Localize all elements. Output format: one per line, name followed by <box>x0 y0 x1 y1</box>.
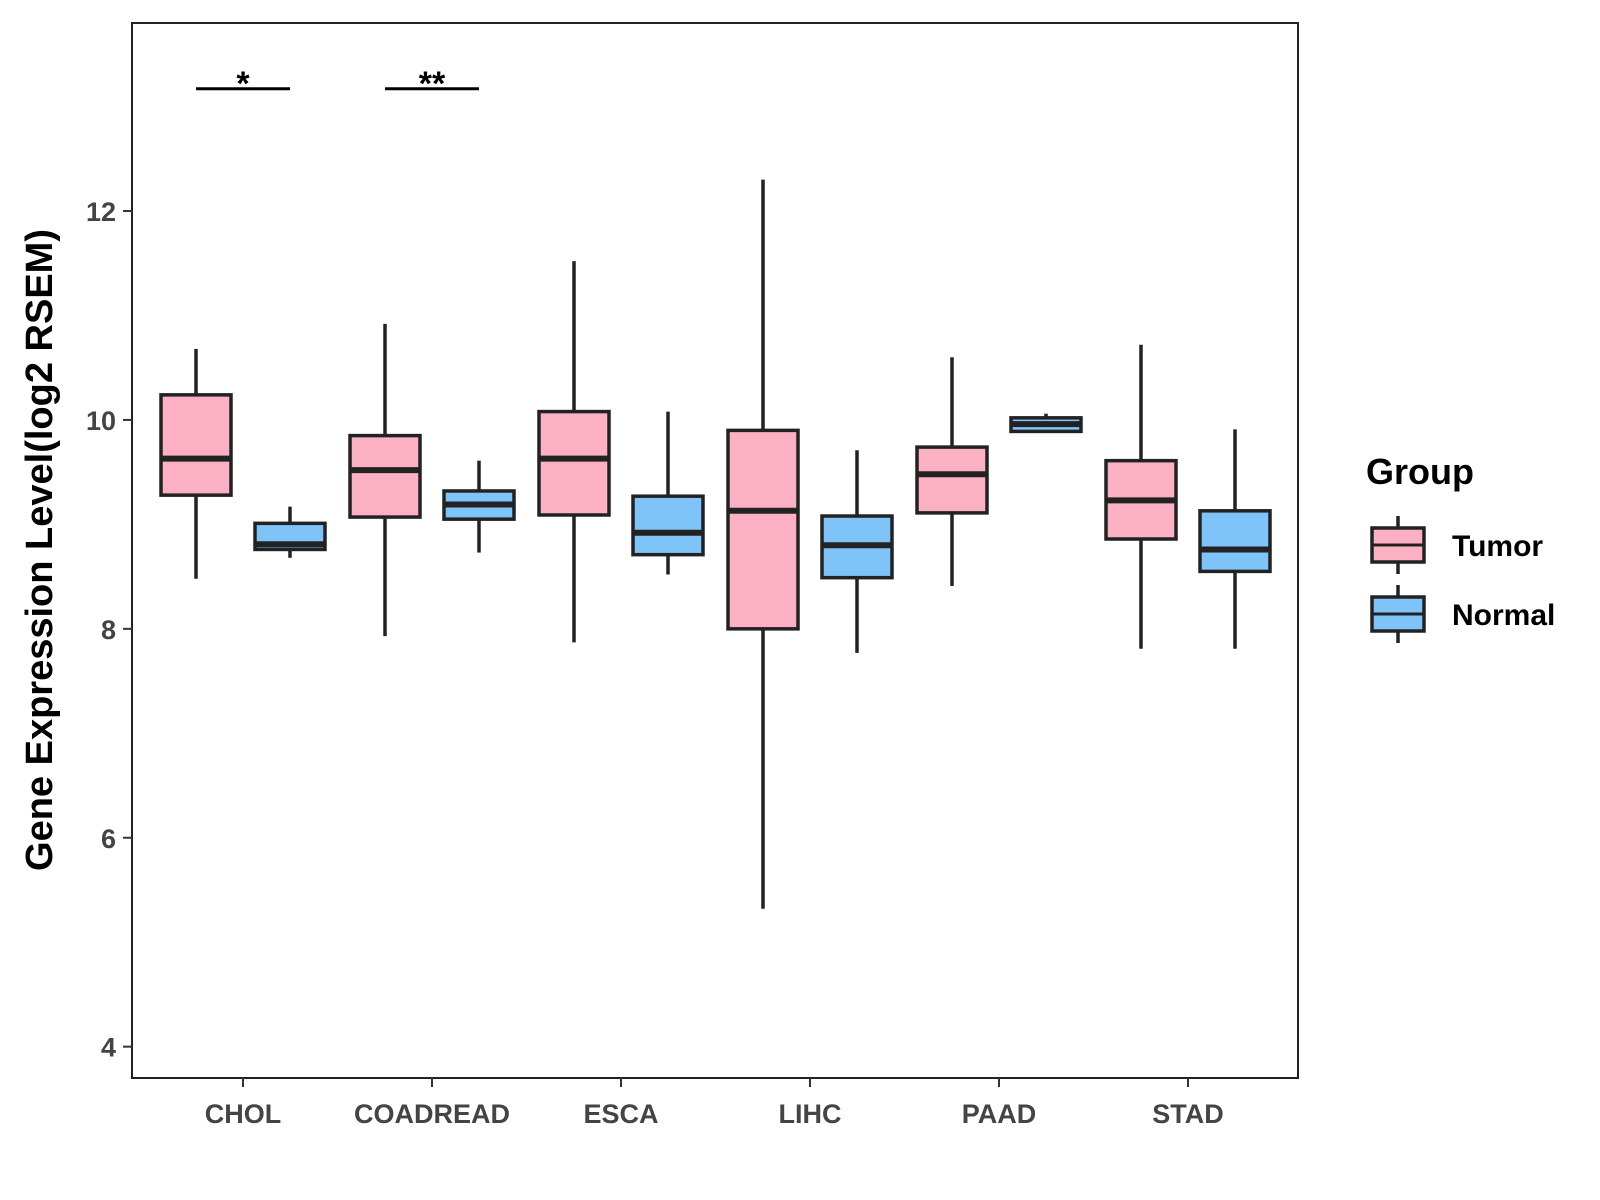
y-axis-title: Gene Expression Level(log2 RSEM) <box>19 229 61 871</box>
box-normal-lihc <box>820 450 894 653</box>
x-tick-label: LIHC <box>779 1099 842 1129</box>
significance-annotations: * ** <box>196 65 479 103</box>
box-normal-paad <box>1009 413 1083 434</box>
y-tick-label: 6 <box>101 824 116 854</box>
box-body <box>348 433 422 519</box>
box-tumor-lihc <box>726 179 800 909</box>
legend-label: Tumor <box>1452 530 1543 563</box>
box-body <box>915 445 989 515</box>
y-tick-label: 12 <box>86 197 116 227</box>
box-body <box>1198 509 1272 574</box>
x-tick-label: PAAD <box>962 1099 1037 1129</box>
y-tick-label: 8 <box>101 615 116 645</box>
box-normal-chol <box>253 506 327 558</box>
box-normal-stad <box>1198 429 1272 649</box>
box-body <box>631 494 705 557</box>
box-tumor-chol <box>159 348 233 579</box>
box-normal-coadread <box>442 460 516 553</box>
x-tick-label: ESCA <box>583 1099 658 1129</box>
legend-item-tumor: Tumor <box>1370 516 1543 574</box>
box-tumor-esca <box>537 261 611 643</box>
x-tick-label: STAD <box>1152 1099 1224 1129</box>
x-tick-label: COADREAD <box>354 1099 510 1129</box>
legend: Group Tumor Normal <box>1366 451 1555 643</box>
box-tumor-paad <box>915 357 989 587</box>
box-body <box>159 393 233 497</box>
box-body <box>537 409 611 517</box>
significance-label: ** <box>419 65 446 103</box>
legend-title: Group <box>1366 451 1474 492</box>
significance-label: * <box>236 65 250 103</box>
box-normal-esca <box>631 411 705 575</box>
x-axis: CHOL COADREAD ESCA LIHC PAAD STAD <box>205 1078 1224 1129</box>
legend-label: Normal <box>1452 599 1555 632</box>
y-axis: 4 6 8 10 12 <box>86 197 132 1063</box>
box-tumor-stad <box>1104 344 1178 649</box>
y-tick-label: 4 <box>101 1033 116 1063</box>
box-tumor-coadread <box>348 323 422 637</box>
legend-item-normal: Normal <box>1370 585 1555 643</box>
y-tick-label: 10 <box>86 406 116 436</box>
box-series <box>159 179 1272 909</box>
box-body <box>726 428 800 631</box>
x-tick-label: CHOL <box>205 1099 282 1129</box>
